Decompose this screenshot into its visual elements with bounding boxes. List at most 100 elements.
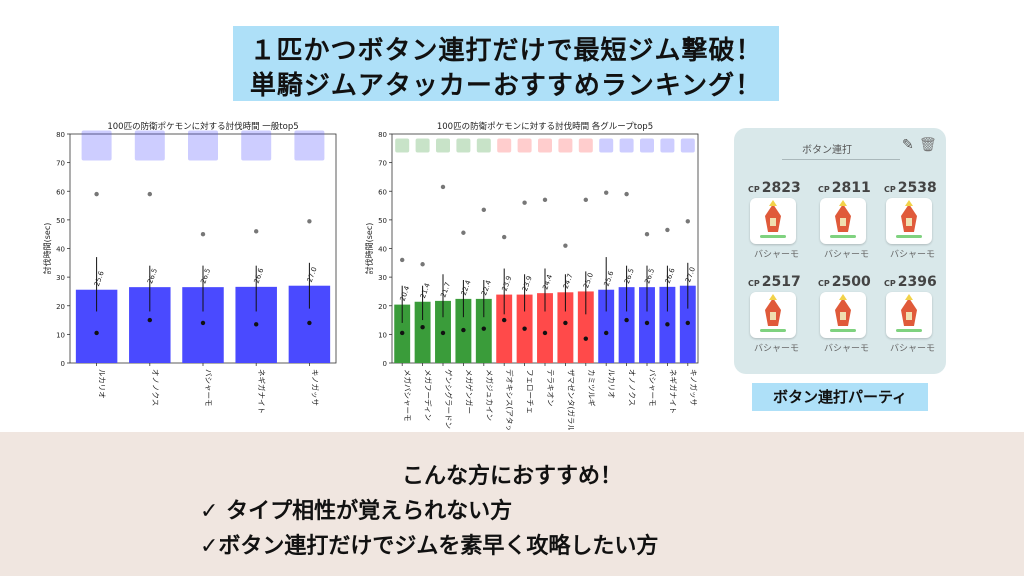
blaziken-sprite-icon [765,294,781,326]
pokemon-sprite-icon [538,138,552,153]
max-point [94,191,99,197]
x-tick-label: ネギガナイト [257,369,267,414]
pokemon-sprite-icon [81,130,112,161]
party-name[interactable]: ボタン連打 [802,145,852,156]
data-label: 22.4 [480,279,493,297]
title-line-1: １匹かつボタン連打だけで最短ジム撃破！ [249,36,763,66]
blaziken-sprite-icon [835,294,851,326]
y-tick-label: 30 [56,274,65,282]
pokemon-sprite-icon [558,138,573,153]
party-member-5[interactable]: CP 2500 バシャーモ [818,274,882,354]
pokemon-sprite-icon [517,138,532,153]
recommend-item-2: ✓ボタン連打だけでジムを素早く攻略したい方 [200,534,659,559]
min-point [522,326,527,331]
party-member-6[interactable]: CP 2396 バシャーモ [884,274,948,354]
bar [475,298,492,363]
y-tick-label: 50 [56,217,65,225]
data-label: 23.9 [501,275,514,292]
x-tick-label: メガフーディン [424,369,434,421]
max-point [461,230,466,235]
max-point [685,219,690,224]
data-label: 24.4 [541,273,554,291]
party-name-underline [782,159,900,160]
pokemon-sprite-icon [134,130,165,161]
x-tick-label: キノガッサ [310,369,320,406]
data-label: 25.6 [603,270,616,288]
data-label: 23.9 [521,275,534,292]
data-label: 21.4 [419,282,432,300]
pokemon-sprite-icon [456,138,471,153]
y-tick-label: 60 [56,188,65,196]
data-label: 22.4 [460,279,473,297]
max-point [307,219,312,224]
min-point [685,320,690,326]
pokemon-name: バシャーモ [824,344,870,354]
data-label: 20.4 [399,284,412,302]
max-point [400,257,405,263]
min-point [604,330,609,336]
party-member-4[interactable]: CP 2517 バシャーモ [748,274,812,354]
pokemon-card[interactable] [886,292,932,338]
party-member-2[interactable]: CP 2811 バシャーモ [818,180,882,260]
party-member-3[interactable]: CP 2538 バシャーモ [884,180,948,260]
x-tick-label: ザマゼンタ(ガラル) [566,369,576,430]
data-label: 25.0 [582,272,595,289]
pokemon-card[interactable] [750,292,796,338]
min-point [94,330,99,336]
y-tick-label: 80 [378,131,387,139]
pokemon-card[interactable] [750,198,796,244]
pokemon-sprite-icon [436,138,450,153]
y-tick-label: 30 [378,274,387,282]
chart-group-top5-svg: 100匹の防衛ポケモンに対する討伐時間 各グループtop5 0 10 20 30 40 50… [364,121,699,442]
x-tick-label: メガジュカイン [485,369,495,421]
chart-title: 100匹の防衛ポケモンに対する討伐時間 各グループtop5 [437,121,653,132]
max-point [502,234,507,240]
party-panel: ボタン連打 ✎ 🗑 CP 2823 バシャーモ CP 2811 バシャーモ CP 25… [734,128,946,374]
pokemon-card[interactable] [820,292,866,338]
chart-general-top5-svg: 100匹の防衛ポケモンに対する討伐時間 一般top5 0 10 20 30 40 50 60 7… [42,121,337,414]
pokemon-card[interactable] [820,198,866,244]
data-label: 26.5 [199,267,212,284]
x-tick-label: メガゲンガー [464,369,474,414]
data-label: 26.5 [643,267,656,284]
x-tick-label: キノガッサ [689,369,699,406]
min-point [400,330,405,336]
y-tick-label: 60 [378,188,387,196]
title-banner: １匹かつボタン連打だけで最短ジム撃破！ 単騎ジムアタッカーおすすめランキング！ [233,26,779,101]
y-tick-label: 70 [56,160,65,168]
pokemon-name: バシャーモ [824,250,870,260]
max-point [542,197,548,203]
min-point [542,330,548,336]
chart-group-top5: 100匹の防衛ポケモンに対する討伐時間 各グループtop5 0 10 20 30 40 50… [364,118,704,442]
max-point [665,227,670,233]
pokemon-name: バシャーモ [890,344,936,354]
max-point [522,200,527,205]
x-tick-label: バシャーモ [648,369,657,407]
max-point [563,243,568,248]
min-point [583,336,588,341]
data-label: 25.6 [93,270,106,288]
trash-icon[interactable]: 🗑 [919,137,937,153]
x-tick-label: ゲンシグラードン [444,369,454,429]
bar [618,287,635,363]
blaziken-sprite-icon [835,200,851,232]
pokemon-sprite-icon [241,130,272,161]
min-point [624,317,629,323]
x-tick-label: メガバシャーモ [403,369,413,422]
pokemon-sprite-icon [395,138,410,153]
min-point [147,317,152,323]
data-label: 26.6 [253,267,266,285]
cp-value: CP 2396 [884,274,937,290]
pencil-icon[interactable]: ✎ [902,137,914,153]
chart-title: 100匹の防衛ポケモンに対する討伐時間 一般top5 [107,121,298,132]
y-tick-label: 70 [378,160,387,168]
y-tick-label: 50 [378,217,387,225]
cp-value: CP 2500 [818,274,871,290]
pokemon-card[interactable] [886,198,932,244]
min-point [481,326,486,331]
y-tick-label: 10 [378,331,387,339]
party-member-1[interactable]: CP 2823 バシャーモ [748,180,812,260]
data-label: 27.0 [306,266,319,283]
x-tick-label: オノノクス [151,369,160,406]
y-axis-label: 討伐時間(sec) [42,223,52,275]
